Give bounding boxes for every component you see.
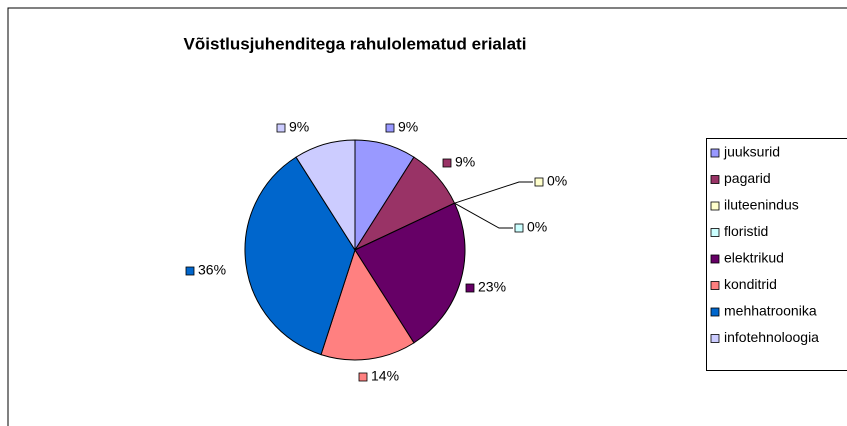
- data-label: 23%: [478, 279, 506, 295]
- legend-label: pagarid: [724, 170, 771, 186]
- data-label: 36%: [198, 262, 226, 278]
- label-marker: [442, 158, 452, 168]
- legend-label: floristid: [724, 223, 768, 239]
- label-marker: [465, 283, 475, 293]
- pie-slice: [354, 202, 466, 344]
- data-label: 0%: [547, 173, 567, 189]
- label-marker: [385, 123, 395, 133]
- pie-slice: [244, 156, 356, 356]
- legend-marker: [710, 307, 720, 317]
- label-marker: [534, 177, 544, 187]
- data-label: 9%: [398, 119, 418, 135]
- chart-border: [7, 7, 847, 426]
- data-label: 9%: [455, 154, 475, 170]
- legend-marker: [710, 228, 720, 237]
- legend-marker: [710, 254, 720, 264]
- label-marker: [185, 266, 195, 276]
- legend-marker: [710, 201, 720, 211]
- legend-marker: [710, 281, 720, 290]
- leader-line: [454, 181, 533, 204]
- data-label: 9%: [289, 119, 309, 135]
- legend-label: mehhatroonika: [724, 303, 817, 319]
- chart-title: Võistlusjuhenditega rahulolematud eriala…: [184, 34, 527, 53]
- legend-marker: [710, 148, 720, 158]
- pie-slice: [320, 248, 415, 361]
- pie-slice: [295, 139, 356, 252]
- legend-label: elektrikud: [724, 250, 784, 266]
- label-marker: [276, 123, 286, 133]
- label-marker: [514, 223, 524, 233]
- data-label: 14%: [371, 368, 399, 384]
- legend-marker: [710, 175, 720, 184]
- legend-label: konditrid: [724, 276, 777, 292]
- data-label: 0%: [527, 219, 547, 235]
- legend-label: infotehnoloogia: [724, 329, 819, 345]
- legend-label: iluteenindus: [724, 197, 799, 213]
- legend-marker: [710, 334, 720, 343]
- legend-box: [706, 138, 847, 371]
- legend-label: juuksurid: [723, 144, 780, 160]
- leader-line: [454, 202, 513, 229]
- label-marker: [358, 372, 368, 382]
